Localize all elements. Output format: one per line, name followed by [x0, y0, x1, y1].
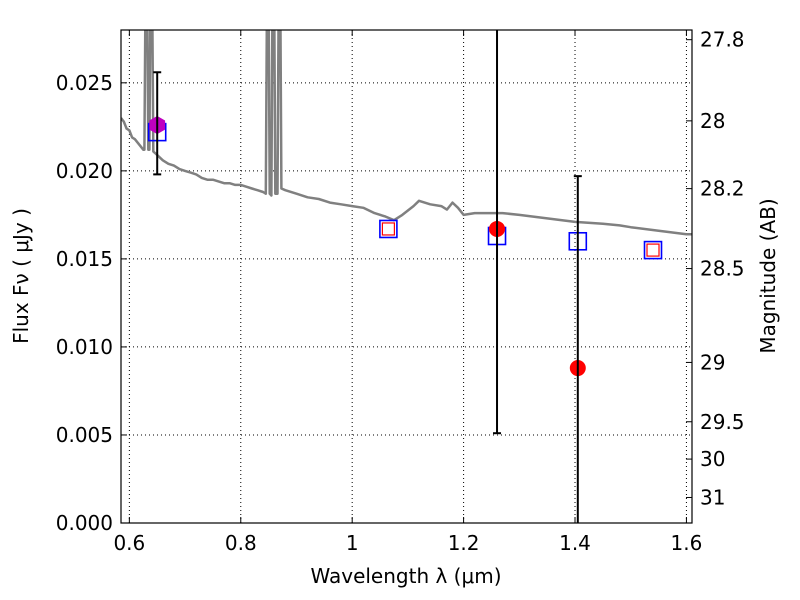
- grid: [121, 30, 692, 524]
- right-tick-label: 31: [700, 485, 725, 509]
- ticks: 0.6 0.8 1 1.2 1.4 1.6 0.000 0.005 0.010 0.015 0.02…: [56, 28, 745, 555]
- right-tick-label: 29.5: [700, 410, 745, 434]
- x-tick-label: 1.2: [448, 531, 480, 555]
- model-flux-square: [643, 240, 663, 260]
- right-tick-label: 28.2: [700, 177, 745, 201]
- y-tick-label: 0.015: [56, 247, 113, 271]
- axes-frame: [120, 29, 693, 524]
- right-tick-label: 28.5: [700, 257, 745, 281]
- y-tick-label: 0.010: [56, 335, 113, 359]
- x-tick-label: 1.6: [671, 531, 703, 555]
- series-2: [381, 222, 660, 257]
- right-tick-label: 28: [700, 109, 725, 133]
- right-axis-label: Magnitude (AB): [756, 198, 780, 353]
- model-flux-square: [379, 219, 398, 239]
- model-flux-inner-square: [646, 243, 660, 257]
- y-tick-label: 0.020: [56, 159, 113, 183]
- x-tick-label: 0.6: [113, 531, 145, 555]
- right-tick-label: 29: [700, 350, 725, 374]
- model-flux-inner-square: [381, 222, 395, 236]
- series-1: [147, 122, 663, 260]
- template-spectrum-line: [121, 30, 692, 236]
- y-tick-label: 0.025: [56, 71, 113, 95]
- series-5: [153, 30, 582, 523]
- y-axis-label: Flux Fν ( μJy ): [9, 208, 33, 344]
- right-tick-label: 30: [700, 447, 725, 471]
- x-axis-label: Wavelength λ (μm): [310, 564, 501, 588]
- series-layer: [121, 30, 692, 523]
- y-tick-label: 0.005: [56, 423, 113, 447]
- series-0: [121, 30, 692, 236]
- x-tick-label: 1: [346, 531, 359, 555]
- right-tick-label: 27.8: [700, 28, 745, 52]
- y-tick-label: 0.000: [56, 511, 113, 535]
- x-tick-label: 0.8: [225, 531, 257, 555]
- x-tick-label: 1.4: [559, 531, 591, 555]
